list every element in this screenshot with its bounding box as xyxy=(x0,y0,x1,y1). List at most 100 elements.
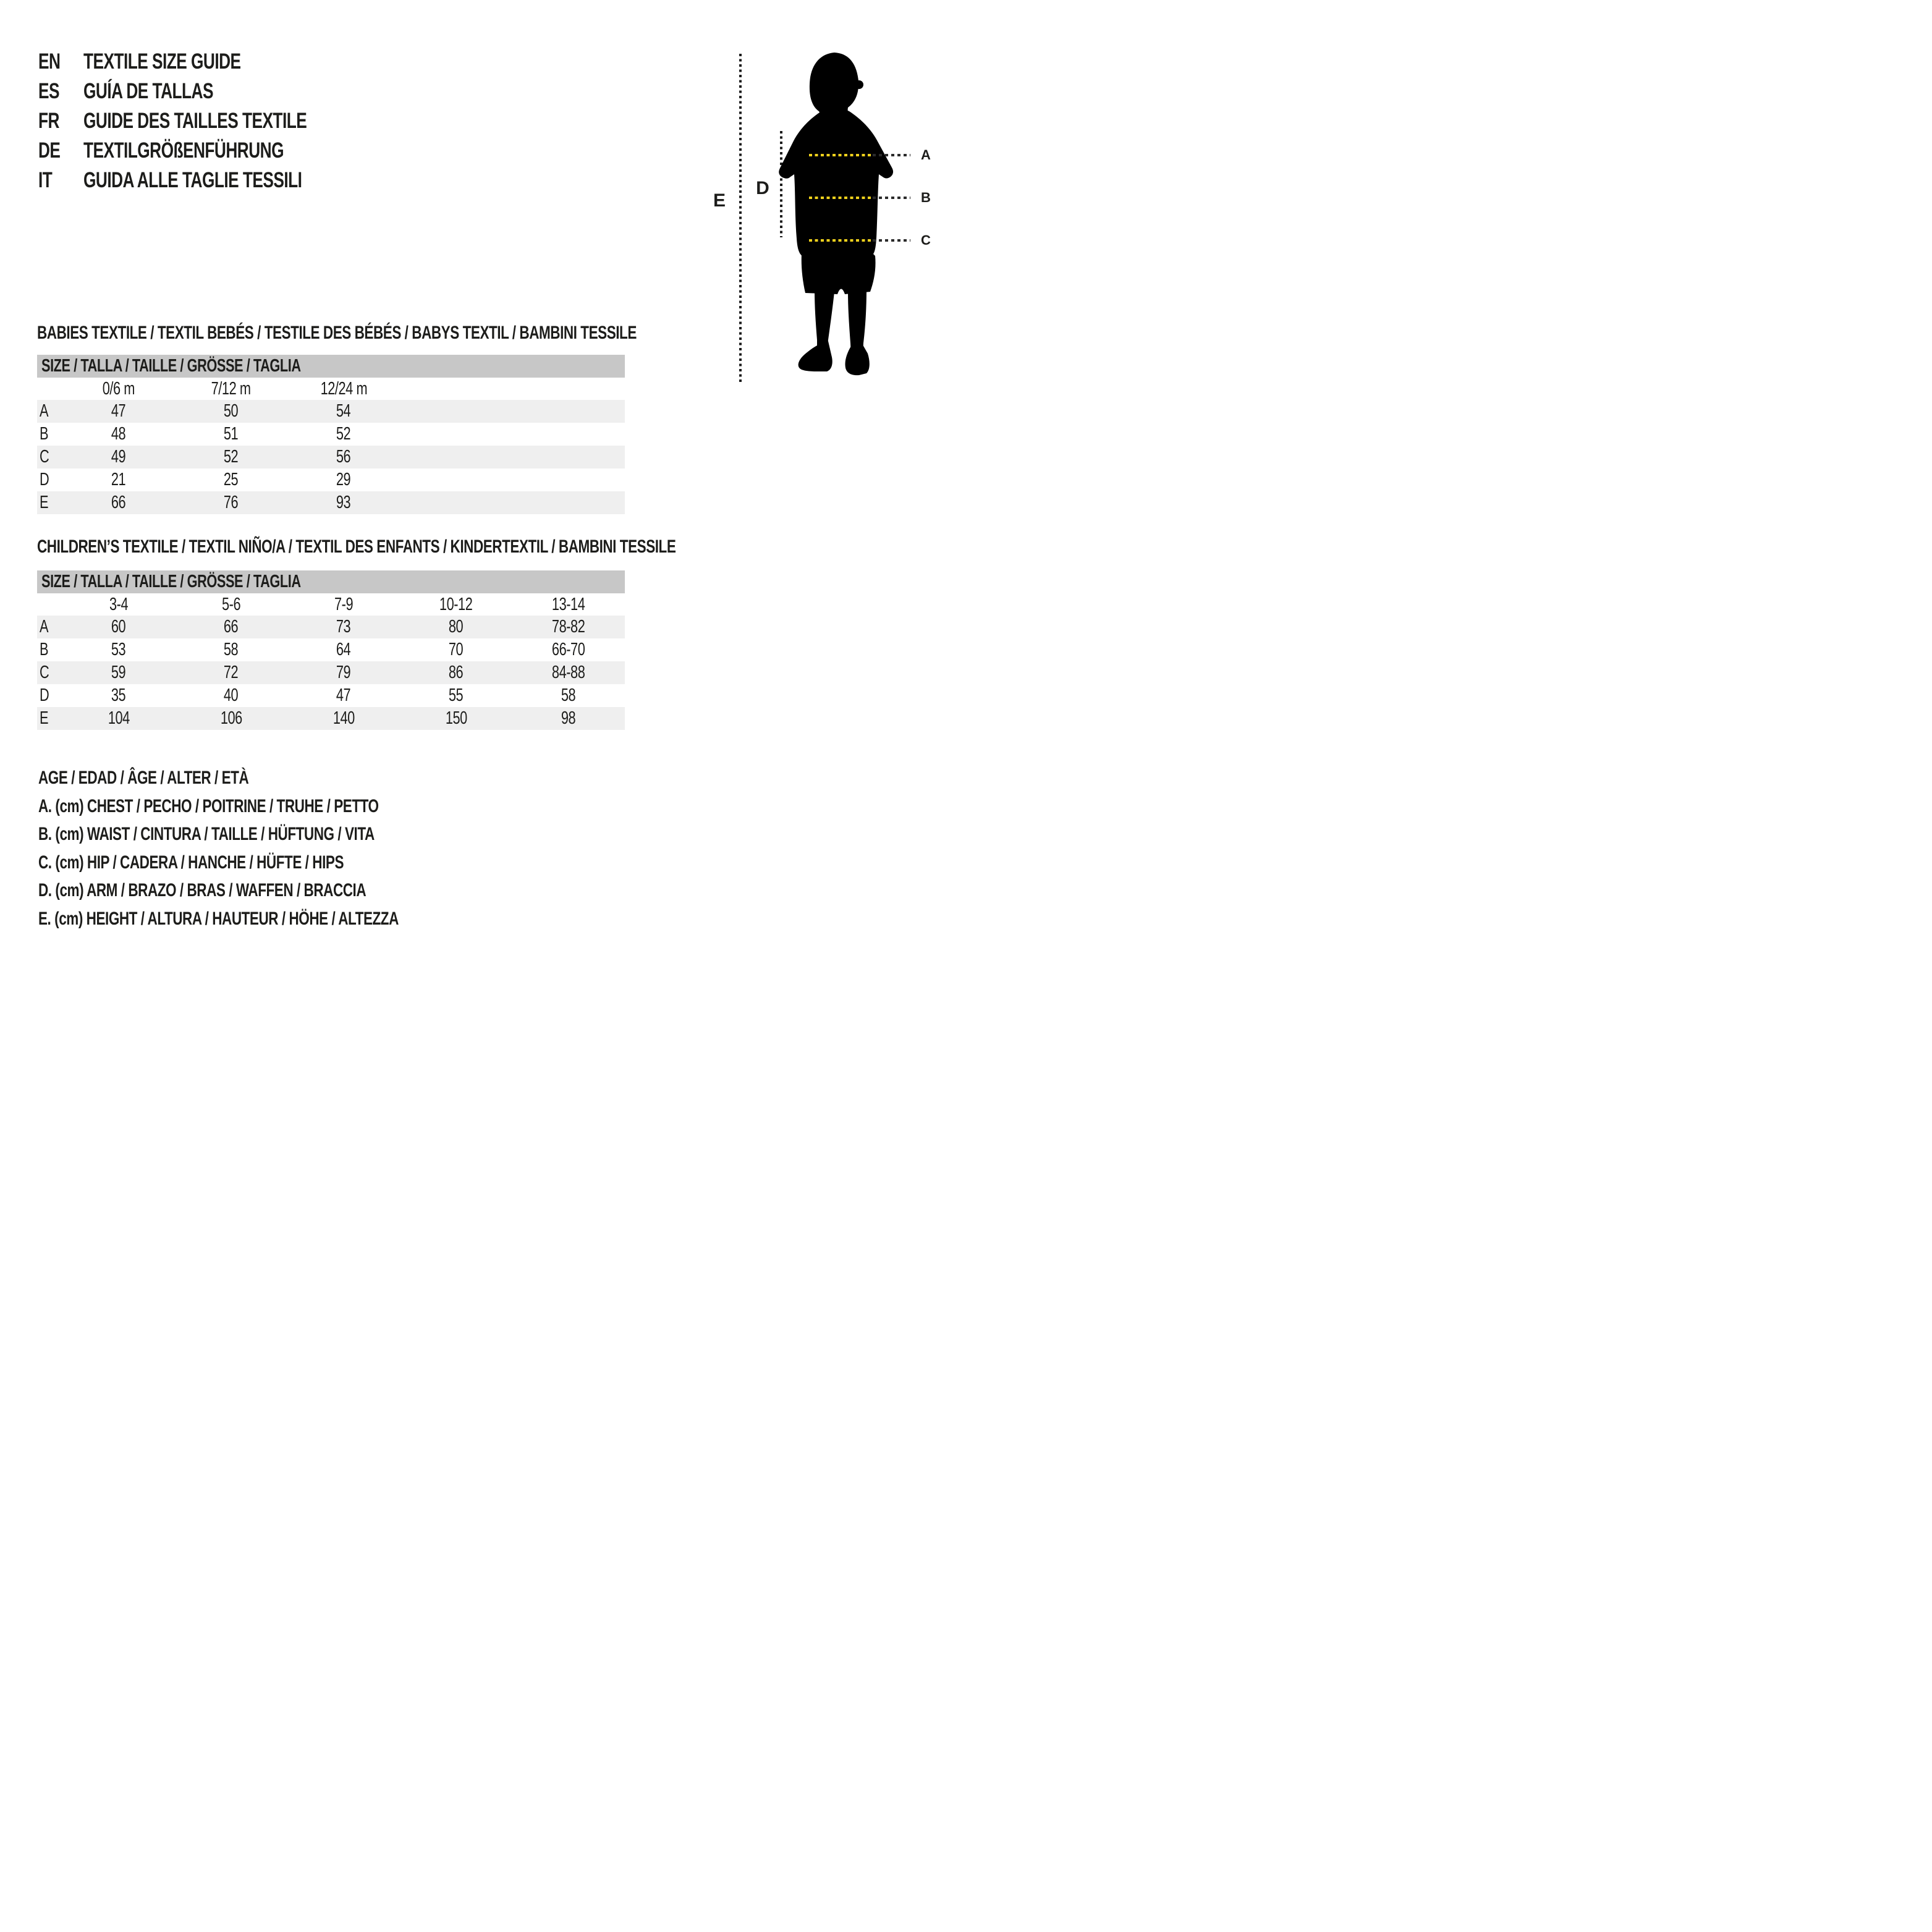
children-table-header-bar: SIZE / TALLA / TAILLE / GRÖSSE / TAGLIA xyxy=(37,570,625,593)
table-cell: 53 xyxy=(111,640,126,659)
table-cell: 66 xyxy=(224,617,239,637)
lang-code-es: ES xyxy=(38,79,60,103)
table-cell: 29 xyxy=(336,470,351,489)
babies-column-header-row: 0/6 m 7/12 m 12/24 m xyxy=(37,378,625,400)
column-header: 13-14 xyxy=(552,595,585,614)
table-row: D 21 25 29 xyxy=(37,468,625,491)
hip-line-dark xyxy=(873,239,910,242)
children-column-header-row: 3-4 5-6 7-9 10-12 13-14 xyxy=(37,593,625,616)
babies-section-title: BABIES TEXTILE / TEXTIL BEBÉS / TESTILE … xyxy=(37,323,637,343)
table-cell: 47 xyxy=(336,685,351,705)
table-cell: 66 xyxy=(111,493,126,512)
table-row: C 49 52 56 xyxy=(37,446,625,468)
height-label: E xyxy=(713,190,726,211)
table-cell: 21 xyxy=(111,470,126,489)
title-row-fr: FR GUIDE DES TAILLES TEXTILE xyxy=(38,106,381,136)
table-cell: 140 xyxy=(333,708,355,728)
page-title-de: TEXTILGRÖßENFÜHRUNG xyxy=(83,138,284,163)
child-silhouette xyxy=(779,53,894,376)
page-title-es: GUÍA DE TALLAS xyxy=(83,79,213,103)
table-cell: 64 xyxy=(336,640,351,659)
waist-line-dark xyxy=(873,197,910,199)
row-label: C xyxy=(40,663,49,682)
table-cell: 58 xyxy=(224,640,239,659)
lang-code-de: DE xyxy=(38,138,61,163)
chest-label: A xyxy=(921,147,931,163)
table-cell: 58 xyxy=(561,685,576,705)
table-cell: 49 xyxy=(111,447,126,467)
waist-line-yellow xyxy=(809,197,871,199)
column-header: 10-12 xyxy=(439,595,473,614)
table-cell: 52 xyxy=(224,447,239,467)
table-cell: 98 xyxy=(561,708,576,728)
table-cell: 60 xyxy=(111,617,126,637)
table-row: E 66 76 93 xyxy=(37,491,625,514)
table-cell: 47 xyxy=(111,401,126,421)
arm-label: D xyxy=(756,178,769,198)
lang-code-en: EN xyxy=(38,49,61,74)
table-cell: 93 xyxy=(336,493,351,512)
row-label: A xyxy=(40,401,49,421)
column-header: 5-6 xyxy=(221,595,241,614)
table-cell: 78-82 xyxy=(552,617,585,637)
silhouette-hair xyxy=(855,80,863,89)
table-cell: 66-70 xyxy=(552,640,585,659)
table-cell: 150 xyxy=(445,708,467,728)
silhouette-shirt xyxy=(779,108,894,256)
row-label: B xyxy=(40,424,49,444)
column-header: 7-9 xyxy=(334,595,354,614)
table-cell: 59 xyxy=(111,663,126,682)
babies-table-header-bar: SIZE / TALLA / TAILLE / GRÖSSE / TAGLIA xyxy=(37,355,625,378)
legend-arm: D. (cm) ARM / BRAZO / BRAS / WAFFEN / BR… xyxy=(38,880,366,900)
table-cell: 55 xyxy=(449,685,464,705)
chest-line-yellow xyxy=(809,154,871,156)
legend-chest: A. (cm) CHEST / PECHO / POITRINE / TRUHE… xyxy=(38,795,379,816)
table-cell: 106 xyxy=(220,708,242,728)
table-cell: 40 xyxy=(224,685,239,705)
column-header: 0/6 m xyxy=(102,379,135,399)
waist-label: B xyxy=(921,190,931,205)
title-row-es: ES GUÍA DE TALLAS xyxy=(38,77,381,106)
hip-label: C xyxy=(921,232,931,248)
measurement-legend: AGE / EDAD / ÂGE / ALTER / ETÀ A. (cm) C… xyxy=(38,764,519,933)
legend-hip: C. (cm) HIP / CADERA / HANCHE / HÜFTE / … xyxy=(38,852,344,873)
column-header: 7/12 m xyxy=(211,379,251,399)
children-section-title: CHILDREN’S TEXTILE / TEXTIL NIÑO/A / TEX… xyxy=(37,536,676,557)
row-label: D xyxy=(40,470,49,489)
silhouette-shorts xyxy=(801,253,876,294)
table-row: C 59 72 79 86 84-88 xyxy=(37,661,625,684)
silhouette-left-shoe xyxy=(798,341,833,371)
legend-age: AGE / EDAD / ÂGE / ALTER / ETÀ xyxy=(38,768,249,788)
table-row: B 53 58 64 70 66-70 xyxy=(37,638,625,661)
legend-waist: B. (cm) WAIST / CINTURA / TAILLE / HÜFTU… xyxy=(38,824,375,844)
hip-line-yellow xyxy=(809,239,871,242)
silhouette-head xyxy=(809,53,859,119)
row-label: E xyxy=(40,493,49,512)
lang-code-fr: FR xyxy=(38,109,59,133)
table-cell: 56 xyxy=(336,447,351,467)
silhouette-right-shoe xyxy=(845,345,870,376)
size-guide-page: EN TEXTILE SIZE GUIDE ES GUÍA DE TALLAS … xyxy=(0,0,966,966)
table-cell: 54 xyxy=(336,401,351,421)
title-row-it: IT GUIDA ALLE TAGLIE TESSILI xyxy=(38,166,381,195)
legend-height: E. (cm) HEIGHT / ALTURA / HAUTEUR / HÖHE… xyxy=(38,908,399,929)
page-title-it: GUIDA ALLE TAGLIE TESSILI xyxy=(83,168,302,192)
title-block: EN TEXTILE SIZE GUIDE ES GUÍA DE TALLAS … xyxy=(38,47,381,195)
table-cell: 84-88 xyxy=(552,663,585,682)
row-label: C xyxy=(40,447,49,467)
table-row: E 104 106 140 150 98 xyxy=(37,707,625,730)
table-cell: 50 xyxy=(224,401,239,421)
arm-measure-line xyxy=(780,131,782,237)
table-cell: 48 xyxy=(111,424,126,444)
table-row: A 60 66 73 80 78-82 xyxy=(37,616,625,638)
table-cell: 86 xyxy=(449,663,464,682)
table-cell: 52 xyxy=(336,424,351,444)
column-header: 3-4 xyxy=(109,595,129,614)
table-cell: 51 xyxy=(224,424,239,444)
table-row: D 35 40 47 55 58 xyxy=(37,684,625,707)
column-header: 12/24 m xyxy=(320,379,367,399)
title-row-en: EN TEXTILE SIZE GUIDE xyxy=(38,47,381,77)
table-cell: 79 xyxy=(336,663,351,682)
table-cell: 25 xyxy=(224,470,239,489)
table-cell: 76 xyxy=(224,493,239,512)
